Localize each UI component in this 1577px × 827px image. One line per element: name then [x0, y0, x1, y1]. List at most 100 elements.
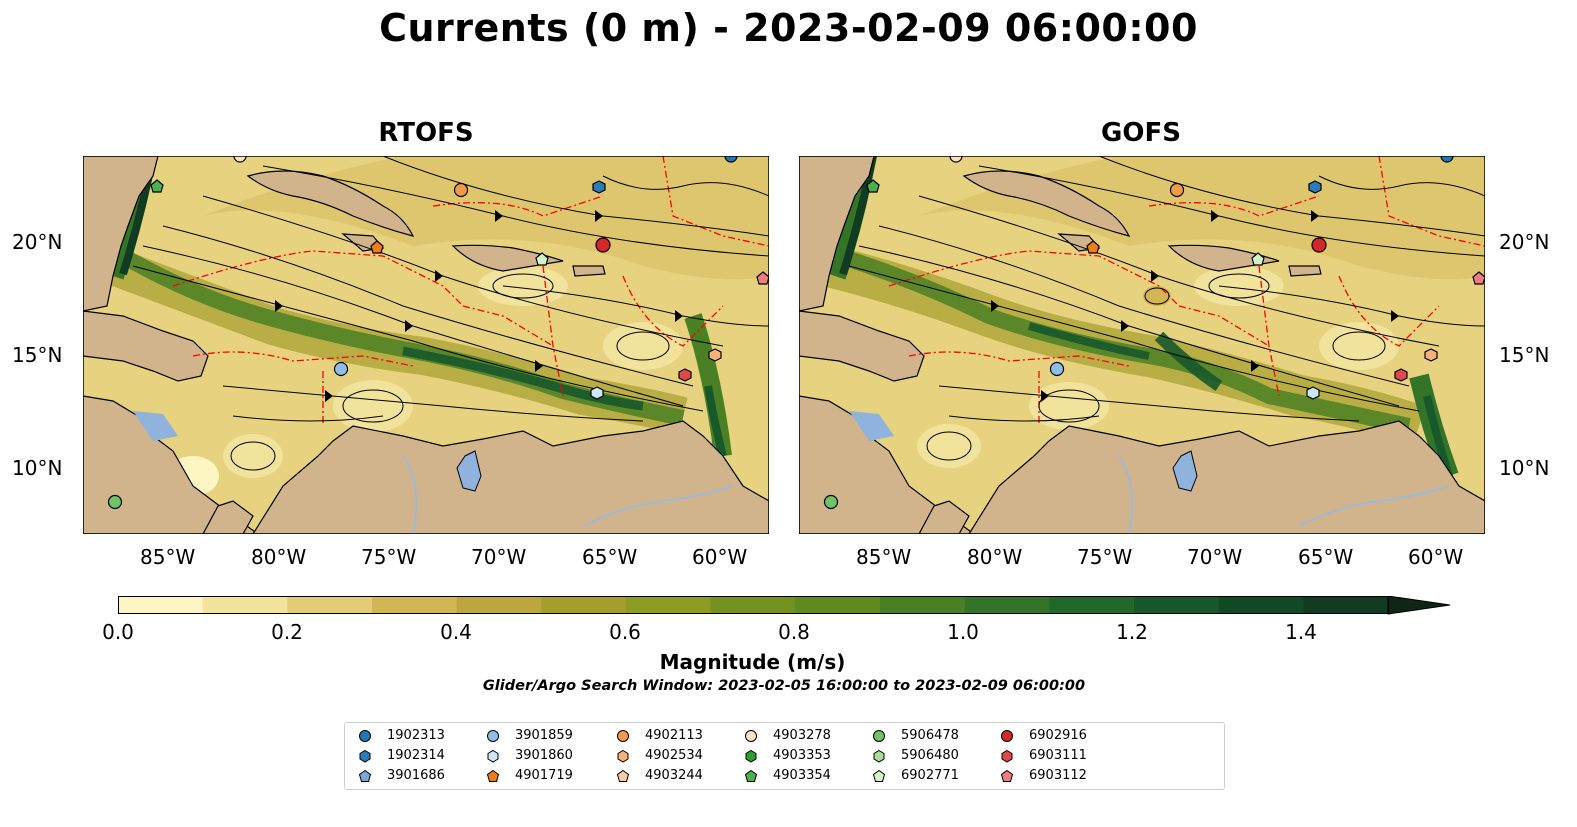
rtofs-map-svg: [75, 148, 777, 542]
float-4902534: [708, 348, 722, 362]
legend-label: 4903354: [773, 768, 831, 783]
legend-label: 4903244: [645, 768, 703, 783]
pentagon-marker-icon: [744, 769, 758, 782]
float-markers: [107, 156, 769, 510]
colorbar-label: Magnitude (m/s): [659, 650, 846, 674]
float-4903278: [949, 156, 963, 163]
y-tick-label: 10°N: [1499, 456, 1550, 480]
gofs-map-svg: [791, 148, 1493, 542]
eez-boundaries: [888, 156, 1485, 426]
x-tick-label: 60°W: [1408, 545, 1464, 569]
hexagon-marker-icon: [745, 749, 757, 763]
float-5906478: [823, 494, 839, 510]
colorbar-tick-label: 1.0: [947, 620, 979, 644]
float-6903111: [1394, 368, 1408, 382]
colorbar-tick-label: 0.6: [609, 620, 641, 644]
lakes: [133, 411, 482, 492]
legend-label: 3901859: [515, 728, 573, 743]
x-tick-label: 80°W: [967, 545, 1023, 569]
pentagon-marker-icon: [1000, 769, 1014, 782]
colorbar-outline: [118, 596, 1389, 614]
colorbar-segment: [1303, 596, 1389, 614]
colorbar-segment: [541, 596, 627, 614]
colorbar-segment: [287, 596, 373, 614]
map-panel-gofs: [791, 148, 1493, 542]
x-tick-label: 65°W: [582, 545, 638, 569]
pentagon-marker-icon: [616, 769, 630, 782]
x-tick-label: 80°W: [251, 545, 307, 569]
colorbar-segment: [880, 596, 966, 614]
figure-title: Currents (0 m) - 2023-02-09 06:00:00: [379, 6, 1198, 50]
current-streamlines: [132, 156, 769, 471]
legend-label: 4902113: [645, 728, 703, 743]
y-tick-label: 15°N: [1499, 343, 1550, 367]
x-tick-label: 65°W: [1298, 545, 1354, 569]
colorbar-segment: [372, 596, 458, 614]
legend-label: 6902771: [901, 768, 959, 783]
legend-label: 5906480: [901, 748, 959, 763]
y-tick-label: 15°N: [12, 343, 63, 367]
panel-title-rtofs: RTOFS: [378, 118, 474, 148]
colorbar-svg: [118, 595, 1451, 615]
eez-boundaries: [172, 156, 769, 426]
hexagon-marker-icon: [1001, 749, 1013, 763]
float-1902313: [1440, 156, 1454, 163]
hexagon-marker-icon: [617, 749, 629, 763]
circle-marker-icon: [617, 730, 629, 742]
y-tick-label: 20°N: [1499, 230, 1550, 254]
legend-label: 4903353: [773, 748, 831, 763]
pentagon-marker-icon: [486, 769, 500, 782]
x-tick-label: 70°W: [471, 545, 527, 569]
float-4902113: [1169, 182, 1185, 198]
float-6903111: [678, 368, 692, 382]
float-4901719: [1086, 240, 1100, 254]
colorbar-segment: [795, 596, 881, 614]
legend-label: 4901719: [515, 768, 573, 783]
legend-label: 1902314: [387, 748, 445, 763]
colorbar-segment: [1218, 596, 1304, 614]
float-3901859: [1049, 361, 1065, 377]
colorbar: [118, 595, 1453, 620]
legend-label: 3901860: [515, 748, 573, 763]
circle-marker-icon: [487, 730, 499, 742]
colorbar-segment: [202, 596, 288, 614]
x-tick-label: 75°W: [361, 545, 417, 569]
lakes: [849, 411, 1198, 492]
float-4903354: [866, 179, 880, 193]
float-5906478: [107, 494, 123, 510]
search-window-caption: Glider/Argo Search Window: 2023-02-05 16…: [482, 678, 1086, 694]
float-4901719: [370, 240, 384, 254]
colorbar-segment: [1049, 596, 1135, 614]
legend-label: 6903111: [1029, 748, 1087, 763]
float-markers: [823, 156, 1485, 510]
circle-marker-icon: [873, 730, 885, 742]
legend-label: 4902534: [645, 748, 703, 763]
map-panel-rtofs: [75, 148, 777, 542]
streamline-arrows: [275, 210, 683, 402]
rivers: [1118, 455, 1450, 534]
float-legend: 1902313 1902314 3901686 3901859 3901860 49017…: [344, 722, 1225, 790]
colorbar-tick-label: 0.0: [102, 620, 134, 644]
pentagon-marker-icon: [872, 769, 886, 782]
x-tick-label: 60°W: [692, 545, 748, 569]
panel-title-gofs: GOFS: [1101, 118, 1181, 148]
float-3901860: [590, 386, 604, 400]
x-tick-label: 70°W: [1187, 545, 1243, 569]
float-6903112: [1472, 271, 1485, 285]
colorbar-segment: [626, 596, 712, 614]
colorbar-tick-label: 0.8: [778, 620, 810, 644]
colorbar-extend-arrow: [1387, 595, 1451, 615]
streamline-arrows: [991, 210, 1399, 402]
float-3901859: [333, 361, 349, 377]
x-tick-label: 85°W: [140, 545, 196, 569]
colorbar-tick-label: 0.2: [271, 620, 303, 644]
x-tick-label: 75°W: [1077, 545, 1133, 569]
legend-label: 3901686: [387, 768, 445, 783]
circle-marker-icon: [359, 730, 371, 742]
float-6902916: [1311, 237, 1327, 253]
y-tick-label: 20°N: [12, 230, 63, 254]
legend-label: 5906478: [901, 728, 959, 743]
float-6903112: [756, 271, 769, 285]
x-tick-label: 85°W: [856, 545, 912, 569]
float-4903278: [233, 156, 247, 163]
